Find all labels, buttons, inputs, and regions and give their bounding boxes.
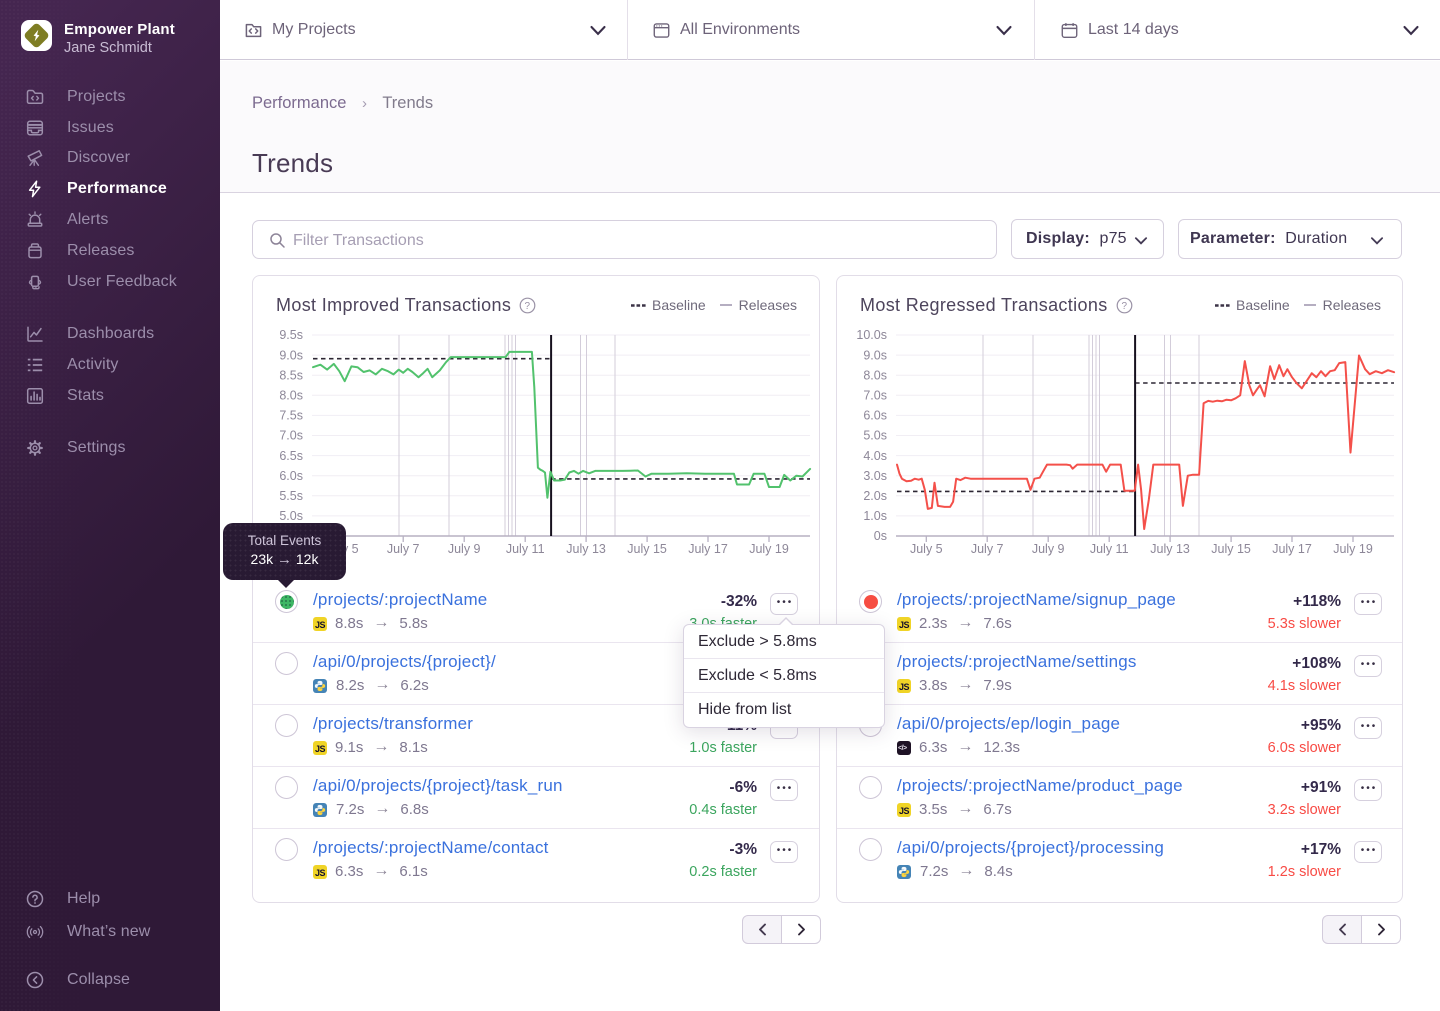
svg-text:July 15: July 15	[627, 542, 667, 556]
svg-text:July 9: July 9	[448, 542, 481, 556]
svg-text:9.0s: 9.0s	[279, 348, 303, 362]
svg-text:6.0s: 6.0s	[279, 469, 303, 483]
svg-text:July 13: July 13	[1150, 542, 1190, 556]
svg-text:9.5s: 9.5s	[279, 328, 303, 342]
svg-text:6.0s: 6.0s	[863, 409, 887, 423]
svg-text:7.0s: 7.0s	[279, 429, 303, 443]
svg-text:8.0s: 8.0s	[279, 389, 303, 403]
svg-text:5.0s: 5.0s	[279, 509, 303, 523]
svg-text:8.0s: 8.0s	[863, 368, 887, 382]
svg-text:0s: 0s	[874, 529, 887, 543]
svg-text:1.0s: 1.0s	[863, 509, 887, 523]
svg-text:July 7: July 7	[387, 542, 420, 556]
svg-text:July 9: July 9	[1032, 542, 1065, 556]
svg-text:?: ?	[525, 301, 531, 312]
svg-text:9.0s: 9.0s	[863, 348, 887, 362]
svg-text:July 7: July 7	[971, 542, 1004, 556]
svg-text:July 17: July 17	[688, 542, 728, 556]
svg-text:July 15: July 15	[1211, 542, 1251, 556]
svg-text:July 13: July 13	[566, 542, 606, 556]
svg-text:5.5s: 5.5s	[279, 489, 303, 503]
svg-text:3.0s: 3.0s	[863, 469, 887, 483]
svg-text:?: ?	[1121, 301, 1127, 312]
svg-text:July 19: July 19	[1333, 542, 1373, 556]
svg-text:July 5: July 5	[910, 542, 943, 556]
svg-text:8.5s: 8.5s	[279, 368, 303, 382]
svg-text:July 11: July 11	[506, 542, 545, 556]
svg-text:July 11: July 11	[1090, 542, 1129, 556]
svg-text:2.0s: 2.0s	[863, 489, 887, 503]
svg-text:4.0s: 4.0s	[863, 449, 887, 463]
svg-text:5.0s: 5.0s	[863, 429, 887, 443]
svg-text:6.5s: 6.5s	[279, 449, 303, 463]
svg-text:July 17: July 17	[1272, 542, 1312, 556]
svg-text:10.0s: 10.0s	[856, 328, 887, 342]
svg-text:7.5s: 7.5s	[279, 409, 303, 423]
svg-text:7.0s: 7.0s	[863, 389, 887, 403]
svg-text:July 19: July 19	[749, 542, 789, 556]
